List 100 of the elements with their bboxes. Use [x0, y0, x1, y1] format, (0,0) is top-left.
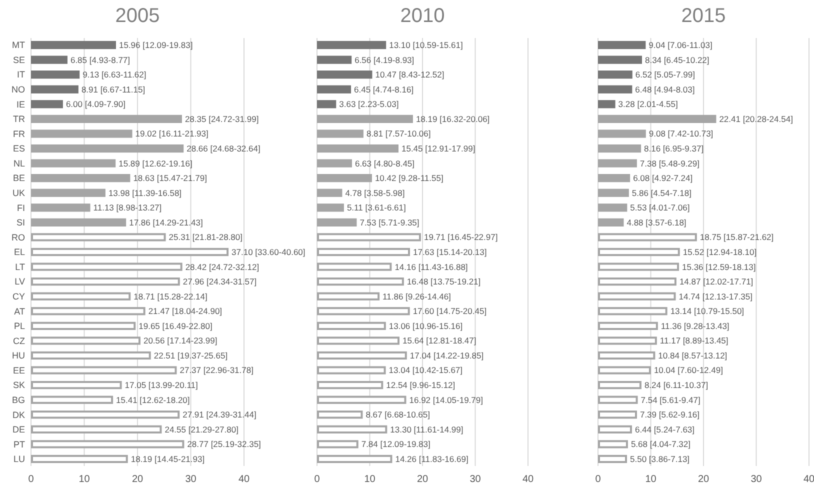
bar [31, 204, 90, 212]
data-label: 9.13 [6.63-11.62] [82, 70, 146, 80]
y-tick-label: EL [14, 247, 25, 258]
x-tick-label: 40 [803, 474, 814, 485]
data-label: 9.08 [7.42-10.73] [648, 128, 714, 139]
bar [317, 40, 386, 50]
bar [598, 144, 642, 153]
y-tick-label: LV [14, 276, 25, 287]
y-tick-label: HU [12, 350, 25, 361]
data-label: 5.11 [3.61-6.61] [346, 202, 406, 213]
data-label: 9.04 [7.06-11.03] [648, 40, 712, 50]
bar [598, 218, 624, 226]
chart-title: 2015 [681, 5, 726, 27]
bar [598, 262, 680, 271]
x-tick-label: 40 [522, 474, 534, 485]
x-tick-label: 0 [595, 474, 602, 485]
data-label: 27.96 [24.34-31.57] [182, 276, 257, 287]
bar [598, 114, 716, 124]
x-tick-label: 0 [314, 474, 320, 485]
bar [317, 292, 380, 300]
data-label: 6.52 [5.05-7.99] [635, 70, 695, 80]
data-label: 16.92 [14.05-19.79] [409, 394, 483, 405]
bar [31, 233, 166, 242]
data-label: 17.04 [14.22-19.85] [410, 350, 484, 360]
data-label: 10.04 [7.60-12.49] [654, 365, 723, 376]
bar [317, 85, 352, 94]
bar [317, 56, 352, 64]
y-tick-label: UK [12, 188, 25, 198]
bar [598, 56, 642, 64]
y-tick-label: BE [12, 173, 25, 184]
bar [317, 322, 386, 330]
bar [31, 336, 140, 345]
data-label: 28.66 [24.68-32.64] [186, 143, 260, 154]
bar [317, 366, 386, 374]
data-label: 19.02 [16.11-21.93] [135, 128, 208, 139]
data-label: 13.14 [10.79-15.50] [670, 306, 744, 316]
y-tick-label: MT [12, 40, 26, 50]
y-tick-label: BG [12, 394, 25, 405]
data-label: 15.36 [12.59-18.13] [682, 262, 756, 272]
data-label: 8.81 [7.57-10.06] [366, 128, 431, 139]
data-label: 18.19 [14.45-21.93] [130, 454, 205, 464]
data-label: 10.47 [8.43-12.52] [375, 70, 444, 80]
bar [31, 322, 136, 330]
bar [31, 218, 126, 226]
y-tick-label: PT [13, 439, 26, 450]
bar [598, 366, 651, 374]
data-label: 13.04 [10.42-15.67] [388, 365, 463, 376]
bar [317, 100, 336, 108]
data-label: 17.63 [15.14-20.13] [413, 246, 487, 257]
bar [31, 351, 151, 360]
data-label: 17.60 [14.75-20.45] [412, 306, 487, 316]
data-label: 6.48 [4.94-8.03] [635, 84, 695, 94]
data-label: 5.53 [4.01-7.06] [630, 202, 690, 213]
bar [598, 292, 676, 300]
y-tick-label: FI [17, 202, 25, 213]
bar [317, 351, 407, 360]
bar [317, 440, 358, 448]
data-label: 15.89 [12.62-19.16] [118, 158, 192, 168]
data-label: 7.53 [5.71-9.35] [360, 217, 420, 228]
data-label: 15.45 [12.91-17.99] [402, 143, 476, 154]
y-tick-label: DK [12, 410, 25, 420]
bar [31, 70, 80, 79]
data-label: 10.84 [8.57-13.12] [658, 350, 728, 360]
bar [598, 85, 632, 94]
data-label: 13.98 [11.39-16.58] [108, 188, 182, 198]
x-tick-label: 30 [750, 474, 762, 485]
bar [598, 70, 632, 79]
bar [31, 292, 131, 300]
x-tick-label: 0 [28, 474, 34, 485]
y-tick-label: ES [12, 144, 25, 154]
data-label: 6.63 [4.80-8.45] [354, 158, 415, 168]
data-label: 8.34 [6.45-10.22] [644, 54, 710, 65]
data-label: 28.35 [24.72-31.99] [184, 114, 259, 124]
y-tick-label: PL [14, 321, 25, 332]
data-label: 4.88 [3.57-6.18] [626, 217, 686, 228]
bar [31, 130, 132, 138]
bar [598, 233, 697, 242]
bar [317, 218, 357, 226]
data-label: 28.42 [24.72-32.12] [185, 262, 260, 272]
x-tick-label: 20 [132, 474, 144, 485]
bar [317, 336, 400, 345]
data-label: 8.16 [6.95-9.37] [644, 143, 704, 154]
bar [31, 56, 68, 64]
bar [598, 248, 680, 256]
bar [598, 322, 658, 330]
y-tick-label: TR [13, 114, 26, 124]
data-label: 16.48 [13.75-19.21] [406, 276, 481, 287]
bar [317, 410, 363, 419]
data-label: 11.86 [9.26-14.46] [382, 291, 451, 302]
data-label: 14.26 [11.83-16.69] [395, 454, 468, 464]
bar [317, 262, 392, 271]
bar [598, 440, 628, 448]
y-tick-label: DE [12, 424, 25, 435]
bar [31, 454, 128, 464]
y-tick-label: FR [13, 128, 26, 139]
y-tick-label: CY [12, 292, 25, 302]
bar [598, 425, 632, 434]
data-label: 12.54 [9.96-15.12] [386, 380, 456, 390]
bar [31, 144, 184, 153]
data-label: 15.64 [12.81-18.47] [402, 336, 476, 346]
